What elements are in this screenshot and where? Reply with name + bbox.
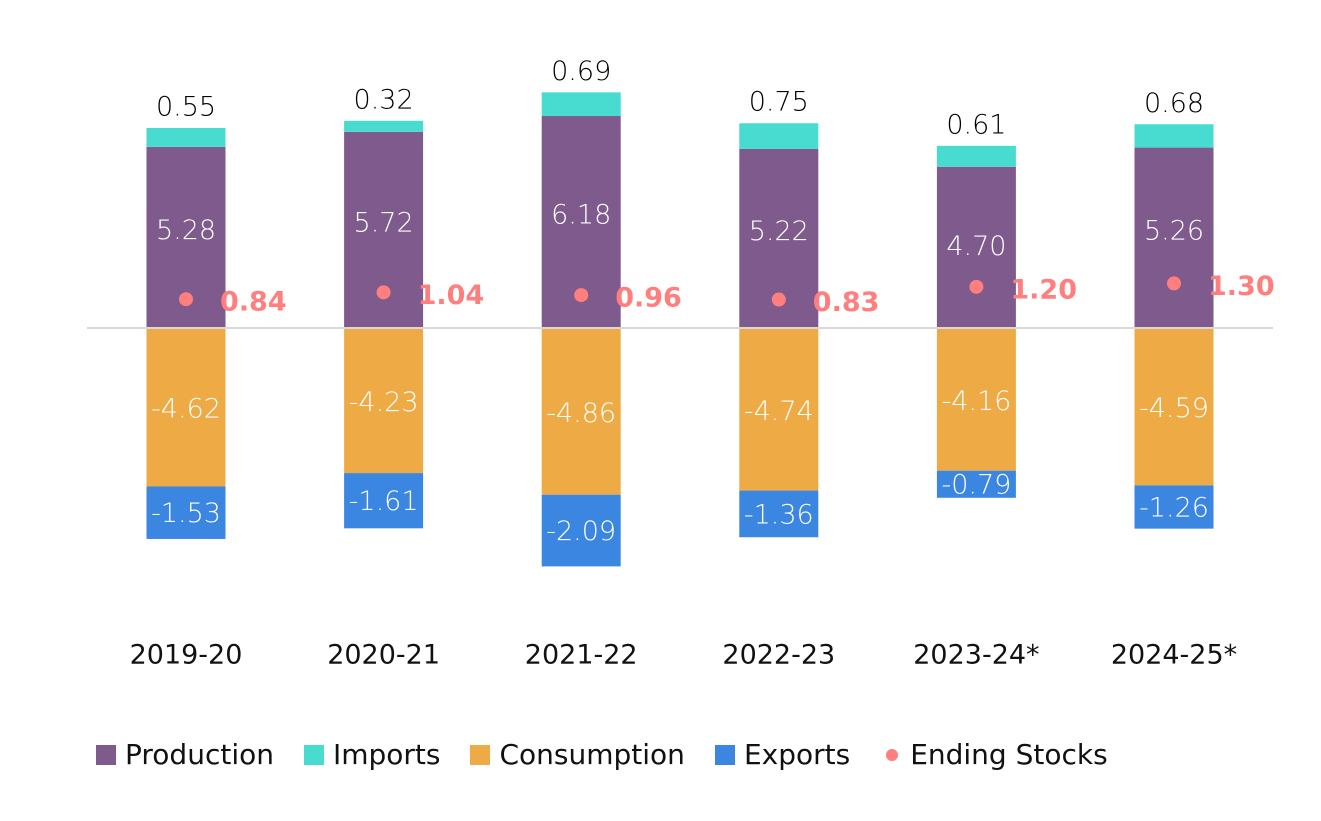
legend-item-imports: Imports	[303, 738, 441, 771]
label-exports-2020-21: -1.61	[349, 486, 419, 517]
label-ending-stocks-2019-20: 0.84	[220, 287, 287, 318]
bar-production-2023-24	[936, 166, 1016, 328]
point-ending-stocks-2023-24	[969, 279, 984, 294]
point-ending-stocks-2020-21	[376, 285, 391, 300]
label-imports-2021-22: 0.69	[551, 56, 611, 87]
bar-exports-2021-22	[541, 494, 621, 567]
data-labels-layer: 5.28 0.55 -4.62 -1.53 5.72 0.32 -4.23 -1.61 6.18…	[151, 56, 1209, 547]
legend-label-ending-stocks: Ending Stocks	[910, 738, 1108, 771]
bar-imports-2024-25	[1134, 124, 1214, 148]
legend-swatch-imports	[303, 744, 324, 765]
label-exports-2021-22: -2.09	[546, 516, 616, 547]
legend-label-consumption: Consumption	[499, 738, 685, 771]
bar-consumption-2024-25	[1134, 328, 1214, 486]
legend: Production Imports Consumption Exports E…	[96, 738, 1138, 771]
bar-consumption-2022-23	[739, 328, 819, 491]
bar-imports-2023-24	[936, 145, 1016, 167]
label-ending-stocks-2022-23: 0.83	[813, 287, 880, 318]
bar-imports-2019-20	[146, 128, 226, 147]
label-consumption-2024-25: -4.59	[1139, 393, 1209, 424]
bar-imports-2020-21	[344, 120, 424, 132]
label-imports-2020-21: 0.32	[354, 84, 414, 115]
legend-swatch-consumption	[470, 744, 491, 765]
bar-consumption-2019-20	[146, 328, 226, 487]
bar-imports-2021-22	[541, 92, 621, 117]
bar-consumption-2023-24	[936, 328, 1016, 471]
label-consumption-2020-21: -4.23	[349, 387, 419, 418]
bar-production-2024-25	[1134, 147, 1214, 328]
category-label-2021-22: 2021-22	[525, 640, 638, 671]
label-exports-2019-20: -1.53	[151, 498, 221, 529]
label-imports-2023-24: 0.61	[946, 109, 1006, 140]
label-production-2023-24: 4.70	[946, 231, 1006, 262]
label-consumption-2019-20: -4.62	[151, 394, 221, 425]
point-ending-stocks-2024-25	[1167, 276, 1181, 291]
legend-label-production: Production	[125, 738, 274, 771]
ending-stocks-points-layer: 0.84 1.04 0.96 0.83 1.20 1.30	[179, 271, 1275, 318]
legend-label-imports: Imports	[332, 738, 441, 771]
label-consumption-2022-23: -4.74	[744, 396, 814, 427]
label-exports-2024-25: -1.26	[1139, 493, 1209, 524]
label-ending-stocks-2024-25: 1.30	[1208, 271, 1275, 302]
category-label-2024-25: 2024-25*	[1111, 640, 1237, 671]
label-production-2019-20: 5.28	[156, 215, 216, 246]
bar-exports-2020-21	[344, 473, 424, 529]
category-label-2023-24: 2023-24*	[913, 640, 1039, 671]
category-label-2019-20: 2019-20	[130, 640, 243, 671]
bar-exports-2019-20	[146, 486, 226, 539]
legend-swatch-production	[96, 744, 116, 765]
legend-label-exports: Exports	[743, 738, 851, 771]
bar-exports-2023-24	[936, 470, 1016, 498]
legend-swatch-exports	[714, 744, 735, 765]
label-ending-stocks-2021-22: 0.96	[615, 283, 682, 314]
label-ending-stocks-2020-21: 1.04	[418, 280, 485, 311]
bar-consumption-2020-21	[344, 328, 424, 474]
legend-item-consumption: Consumption	[470, 738, 685, 771]
category-label-2022-23: 2022-23	[722, 640, 835, 671]
label-production-2021-22: 6.18	[551, 200, 611, 231]
label-production-2020-21: 5.72	[354, 207, 414, 238]
label-exports-2023-24: -0.79	[941, 470, 1011, 501]
label-consumption-2023-24: -4.16	[941, 386, 1011, 417]
legend-item-ending-stocks: Ending Stocks	[880, 738, 1108, 771]
label-consumption-2021-22: -4.86	[546, 398, 616, 429]
label-imports-2022-23: 0.75	[749, 87, 809, 118]
bar-imports-2022-23	[739, 123, 819, 149]
bar-consumption-2021-22	[541, 328, 621, 495]
bar-exports-2022-23	[739, 490, 819, 538]
label-ending-stocks-2023-24: 1.20	[1010, 274, 1077, 305]
label-production-2022-23: 5.22	[749, 216, 809, 247]
label-exports-2022-23: -1.36	[744, 499, 814, 530]
legend-item-exports: Exports	[714, 738, 851, 771]
label-imports-2019-20: 0.55	[156, 92, 216, 123]
point-ending-stocks-2019-20	[179, 292, 193, 307]
point-ending-stocks-2021-22	[574, 288, 589, 303]
category-axis-labels: 2019-20 2020-21 2021-22 2022-23 2023-24* 2024…	[130, 640, 1238, 671]
label-production-2024-25: 5.26	[1144, 215, 1204, 246]
label-imports-2024-25: 0.68	[1144, 88, 1204, 119]
bars-layer	[146, 92, 1214, 567]
bar-exports-2024-25	[1134, 485, 1214, 529]
legend-dot-ending-stocks	[886, 748, 899, 761]
point-ending-stocks-2022-23	[771, 292, 786, 307]
category-label-2020-21: 2020-21	[327, 640, 440, 671]
legend-item-production: Production	[96, 738, 274, 771]
